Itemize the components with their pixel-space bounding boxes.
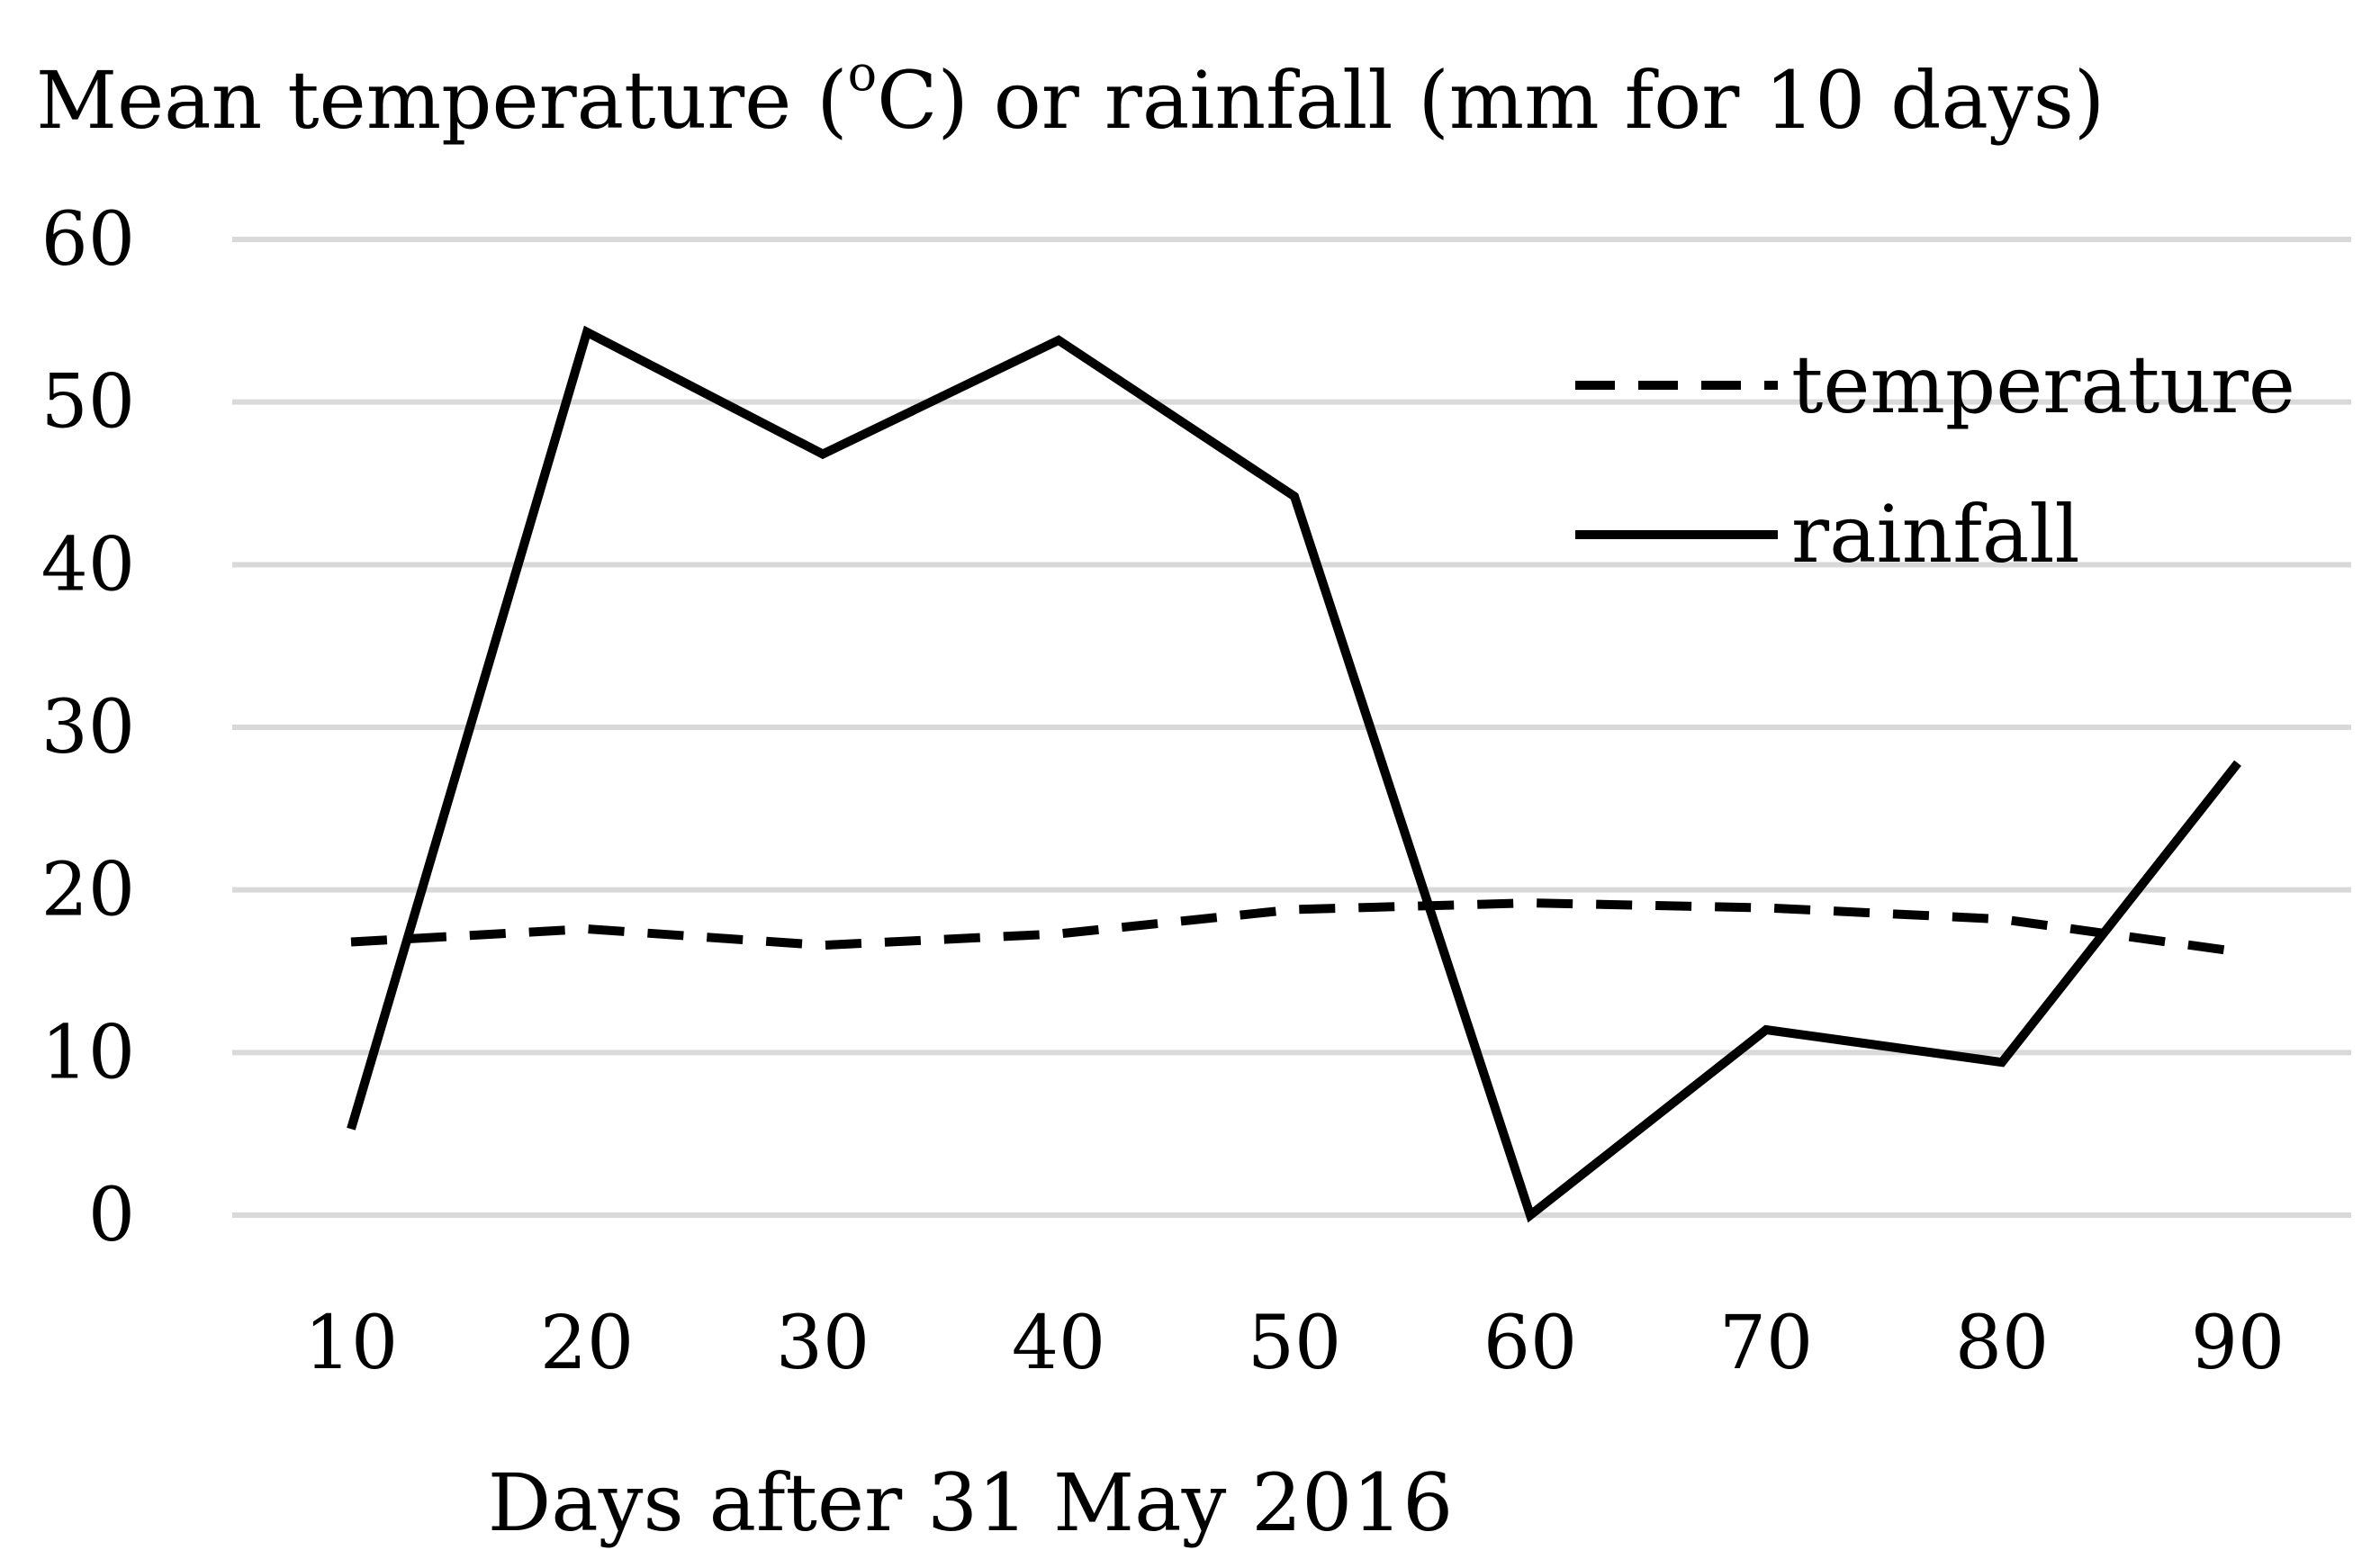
y-axis-title-pre: Mean temperature ( [36,54,848,147]
data-point-temperature [2237,951,2239,952]
legend-label-temperature: temperature [1791,338,2295,431]
gridlines [232,237,2351,1218]
data-point-temperature [1294,908,1295,910]
x-tick-label: 30 [776,1301,870,1386]
y-axis-ticks: 0 10 20 30 40 50 60 [41,197,135,1258]
x-tick-label: 80 [1955,1301,2049,1386]
y-tick-label: 40 [41,522,135,608]
x-tick-label: 60 [1483,1301,1577,1386]
x-tick-label: 70 [1719,1301,1813,1386]
y-tick-label: 10 [41,1010,135,1095]
legend-label-rainfall: rainfall [1791,488,2080,581]
data-point-temperature [822,944,824,946]
x-axis-title: Days after 31 May 2016 [488,1456,1454,1549]
data-point-temperature [1529,902,1531,904]
x-axis-ticks: 10 20 30 40 50 60 70 80 90 [304,1301,2285,1386]
y-axis-title: Mean temperature (oC) or rainfall (mm fo… [36,45,2105,147]
x-tick-label: 10 [304,1301,398,1386]
y-tick-label: 50 [41,360,135,446]
x-tick-label: 40 [1012,1301,1105,1386]
data-point-temperature [586,928,588,930]
data-point-temperature [1765,907,1767,909]
y-tick-label: 30 [41,685,135,770]
y-tick-label: 20 [41,848,135,933]
y-axis-title-post: C) or rainfall (mm for 10 days) [877,54,2105,147]
x-tick-label: 50 [1248,1301,1341,1386]
series-line-temperature [350,898,2239,957]
legend: temperature rainfall [1575,338,2295,581]
series-lines [347,325,2241,1223]
y-tick-label: 0 [88,1173,135,1258]
y-tick-label: 60 [41,197,135,283]
degree-superscript: o [848,45,878,102]
x-tick-label: 90 [2191,1301,2285,1386]
series-line-rainfall [347,325,2241,1223]
data-point-temperature [1058,933,1059,934]
data-point-temperature [2001,918,2003,920]
x-tick-label: 20 [540,1301,634,1386]
